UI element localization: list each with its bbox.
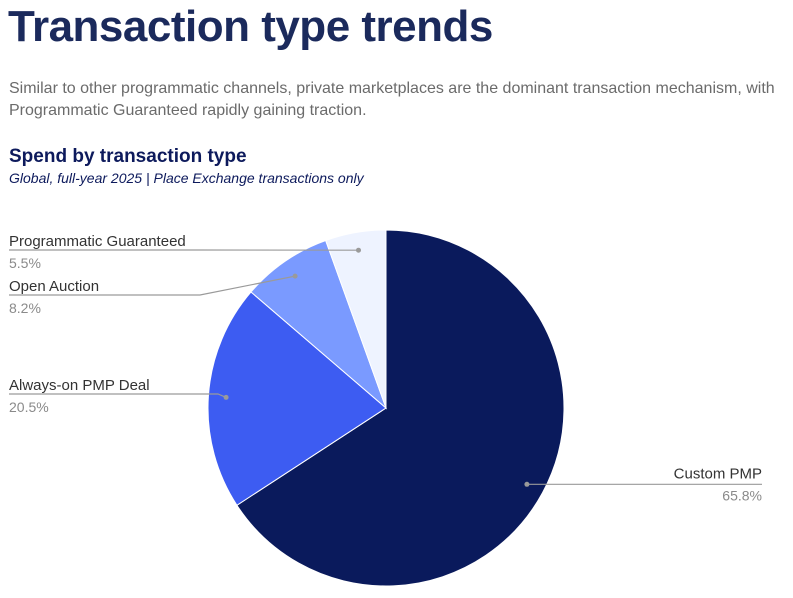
pie-slice-open-auction [250,239,388,410]
page-subtitle: Similar to other programmatic channels, … [9,80,775,119]
leader-dot-custom-pmp [524,481,530,487]
leader-line-always-on-pmp-deal [9,393,227,398]
leader-dot-programmatic-guaranteed [356,247,361,253]
leader-dot-always-on-pmp-deal [223,394,229,400]
slice-value-programmatic-guaranteed: 5.5% [9,255,41,271]
slice-label-custom-pmp: Custom PMP [674,465,762,482]
slice-label-always-on-pmp-deal: Always-on PMP Deal [9,377,150,394]
chart-subtitle: Global, full-year 2025 | Place Exchange … [9,170,364,186]
slice-value-open-auction: 8.2% [9,300,41,316]
slice-value-always-on-pmp-deal: 20.5% [9,399,49,415]
slice-labels: Custom PMP 65.8% Always-on PMP Deal 20.5% Op… [9,233,762,503]
page-title: Transaction type trends [8,2,493,51]
pie-slice-programmatic-guaranteed [325,229,387,409]
slice-value-custom-pmp: 65.8% [722,487,762,503]
slice-label-programmatic-guaranteed: Programmatic Guaranteed [9,233,186,250]
pie-slices [207,229,565,587]
slice-label-open-auction: Open Auction [9,278,99,295]
leader-line-open-auction [9,275,296,296]
chart-title: Spend by transaction type [9,146,247,167]
leader-lines [9,247,762,487]
pie-slice-custom-pmp [236,229,565,587]
pie-slice-always-on-pmp-deal [207,291,387,506]
leader-dot-open-auction [292,273,298,279]
